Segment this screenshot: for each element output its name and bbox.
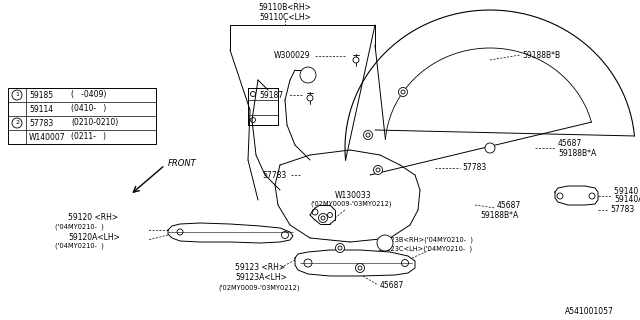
Text: 59110B<RH>: 59110B<RH> xyxy=(259,4,312,12)
Text: 2: 2 xyxy=(383,238,387,247)
Text: 1: 1 xyxy=(15,92,19,98)
Text: FRONT: FRONT xyxy=(168,158,196,167)
Text: (   -0409): ( -0409) xyxy=(71,91,106,100)
Circle shape xyxy=(319,213,328,222)
Text: 59187: 59187 xyxy=(259,91,283,100)
Text: 59123 <RH>: 59123 <RH> xyxy=(235,263,285,273)
Text: W130033: W130033 xyxy=(335,190,372,199)
Text: 45687: 45687 xyxy=(497,201,521,210)
Text: 59140 <RH>: 59140 <RH> xyxy=(614,187,640,196)
Text: ('02MY0009-'03MY0212): ('02MY0009-'03MY0212) xyxy=(310,201,392,207)
Text: 59140A<LH>: 59140A<LH> xyxy=(614,196,640,204)
Text: 57783: 57783 xyxy=(263,171,287,180)
Text: (0410-   ): (0410- ) xyxy=(71,105,106,114)
Circle shape xyxy=(364,131,372,140)
Circle shape xyxy=(374,165,383,174)
Text: 59110C<LH>: 59110C<LH> xyxy=(259,12,311,21)
Text: 59188B*A: 59188B*A xyxy=(558,148,596,157)
Text: 59123A<LH>: 59123A<LH> xyxy=(235,274,287,283)
Circle shape xyxy=(485,143,495,153)
Text: (0211-   ): (0211- ) xyxy=(71,132,106,141)
Bar xyxy=(8,88,156,144)
Text: 45687: 45687 xyxy=(380,282,404,291)
Circle shape xyxy=(353,57,359,63)
Text: 57783: 57783 xyxy=(610,205,634,214)
Text: W140007: W140007 xyxy=(29,132,66,141)
Text: ('04MY0210-  ): ('04MY0210- ) xyxy=(55,243,104,249)
Text: 2: 2 xyxy=(15,121,19,125)
Text: ('04MY0210-  ): ('04MY0210- ) xyxy=(55,224,104,230)
Text: 59120 <RH>: 59120 <RH> xyxy=(68,213,118,222)
Circle shape xyxy=(335,244,344,252)
Circle shape xyxy=(307,95,313,101)
Text: 57783: 57783 xyxy=(462,164,486,172)
Text: 59185: 59185 xyxy=(29,91,53,100)
Text: 1: 1 xyxy=(306,70,310,79)
Circle shape xyxy=(355,263,365,273)
Text: 59123B<RH>('04MY0210-  ): 59123B<RH>('04MY0210- ) xyxy=(378,237,473,243)
Text: A541001057: A541001057 xyxy=(565,308,614,316)
Circle shape xyxy=(399,87,408,97)
Text: (0210-0210): (0210-0210) xyxy=(71,118,118,127)
Text: 59114: 59114 xyxy=(29,105,53,114)
Text: 59123C<LH>('04MY0210-  ): 59123C<LH>('04MY0210- ) xyxy=(378,246,472,252)
Circle shape xyxy=(300,67,316,83)
Text: ('02MY0009-'03MY0212): ('02MY0009-'03MY0212) xyxy=(218,285,300,291)
Text: 59188B*B: 59188B*B xyxy=(522,51,560,60)
Text: W300029: W300029 xyxy=(273,51,310,60)
Text: 59120A<LH>: 59120A<LH> xyxy=(68,233,120,242)
Circle shape xyxy=(377,235,393,251)
Text: 45687: 45687 xyxy=(558,139,582,148)
Text: 57783: 57783 xyxy=(29,118,53,127)
Text: 59188B*A: 59188B*A xyxy=(480,211,518,220)
